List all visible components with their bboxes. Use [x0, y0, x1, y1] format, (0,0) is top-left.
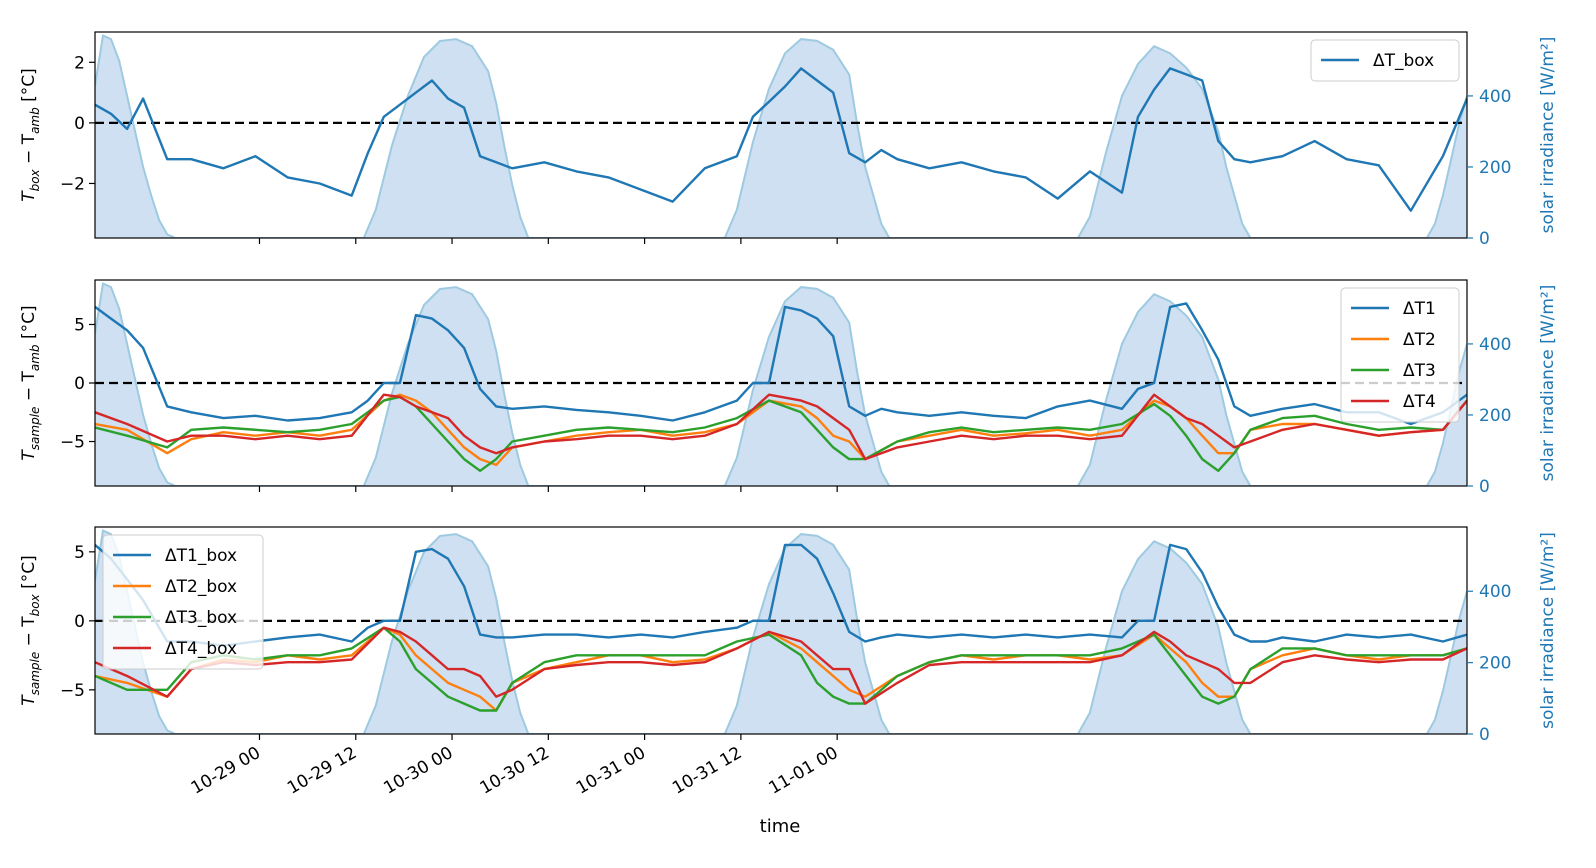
y-axis-label-part: amb — [28, 107, 42, 134]
x-tick-label: 10-29 12 — [284, 743, 360, 799]
y-tick-label: 2 — [74, 53, 85, 73]
legend-label-1: ΔT1_box — [165, 546, 237, 566]
irradiance-area — [95, 530, 1467, 734]
y-axis-label-part: − T — [19, 371, 39, 407]
y2-tick-label: 400 — [1479, 335, 1511, 355]
irradiance-area — [95, 35, 1467, 238]
y-axis-label-part: box — [28, 168, 42, 191]
y2-axis-label: solar irradiance [W/m²] — [1538, 285, 1558, 482]
legend-box — [1340, 287, 1460, 423]
x-axis-label: time — [760, 816, 801, 837]
series-line-2 — [95, 393, 1467, 467]
plot-area — [95, 34, 1467, 238]
y2-tick-label: 0 — [1479, 725, 1490, 745]
y-axis-label: Tbox − Tamb [°C] — [19, 68, 42, 202]
axes-frame — [94, 31, 1468, 239]
y-axis-label-part: [°C] — [19, 305, 39, 344]
x-tick-label: 10-31 12 — [669, 743, 745, 799]
legend-label-2: ΔT2 — [1403, 330, 1436, 350]
y2-tick-label: 200 — [1479, 158, 1511, 178]
legend-label-4: ΔT4_box — [165, 639, 237, 659]
y-tick-label: −2 — [60, 174, 85, 194]
legend: ΔT_box — [1310, 39, 1460, 82]
y-tick-label: 5 — [74, 543, 85, 563]
y-axis-label-part: [°C] — [19, 555, 39, 594]
y2-axis-label: solar irradiance [W/m²] — [1538, 37, 1558, 234]
y2-tick-label: 0 — [1479, 229, 1490, 249]
y-axis-label-part: T — [19, 449, 39, 461]
y-tick-label: −5 — [60, 681, 85, 701]
legend: ΔT1 ΔT2 ΔT3 ΔT4 — [1340, 287, 1460, 423]
y-axis-label-part: T — [19, 694, 39, 706]
legend-label-1: ΔT_box — [1373, 51, 1434, 71]
y-axis-label-part: [°C] — [19, 68, 39, 107]
x-tick-label: 10-31 00 — [573, 743, 649, 799]
y-axis-label-part: − T — [19, 616, 39, 652]
y-axis-label: Tsample − Tamb [°C] — [19, 305, 42, 460]
series-line-1 — [95, 543, 1467, 647]
y-tick-label: 0 — [74, 612, 85, 632]
y-tick-label: 0 — [74, 374, 85, 394]
panel-2: −5 0 5 0 200 400 Tsample − Tamb [°C] solar irra… — [19, 279, 1558, 497]
panel-1: −2 0 2 0 200 400 Tbox − Tamb [°C] solar irradia… — [19, 31, 1558, 249]
legend: ΔT1_box ΔT2_box ΔT3_box ΔT4_box — [102, 534, 264, 670]
axes-frame — [94, 526, 1468, 735]
y-axis-label-part: sample — [28, 652, 42, 696]
y-axis-label-part: amb — [28, 344, 42, 371]
x-tick-label: 10-30 12 — [477, 743, 553, 799]
x-tick-label: 11-01 00 — [765, 743, 841, 799]
y-tick-label: 5 — [74, 315, 85, 335]
y-axis-label-part: box — [28, 593, 42, 616]
series-line-4 — [95, 626, 1467, 705]
y-tick-label: 0 — [74, 114, 85, 134]
y2-tick-label: 400 — [1479, 582, 1511, 602]
legend-label-3: ΔT3_box — [165, 608, 237, 628]
irradiance-area — [95, 283, 1467, 486]
y-axis-label-part: − T — [19, 133, 39, 169]
legend-box — [102, 534, 264, 670]
legend-label-4: ΔT4 — [1403, 392, 1436, 412]
legend-label-2: ΔT2_box — [165, 577, 237, 597]
y-tick-label: −5 — [60, 433, 85, 453]
series-line-3 — [95, 626, 1467, 712]
irradiance-line — [95, 282, 1467, 486]
y2-tick-label: 0 — [1479, 477, 1490, 497]
legend-box — [1310, 39, 1460, 82]
plot-area — [95, 282, 1467, 486]
y2-tick-label: 400 — [1479, 87, 1511, 107]
y2-tick-label: 200 — [1479, 406, 1511, 426]
y2-tick-label: 200 — [1479, 654, 1511, 674]
series-line-4 — [95, 393, 1467, 461]
series-line-1 — [95, 302, 1467, 426]
legend-label-3: ΔT3 — [1403, 361, 1436, 381]
y2-axis-label: solar irradiance [W/m²] — [1538, 532, 1558, 729]
y-axis-label-part: T — [19, 190, 39, 202]
panel-3: −5 0 5 0 200 400 10-29 00 10-29 12 10-30 00 10-30… — [19, 526, 1558, 799]
x-tick-label: 10-29 00 — [188, 743, 264, 799]
x-tick-label: 10-30 00 — [380, 743, 456, 799]
y-axis-label-part: sample — [28, 407, 42, 451]
plot-area — [95, 529, 1467, 734]
y-axis-label: Tsample − Tbox [°C] — [19, 555, 42, 706]
legend-label-1: ΔT1 — [1403, 299, 1436, 319]
series-line-1 — [95, 67, 1467, 212]
